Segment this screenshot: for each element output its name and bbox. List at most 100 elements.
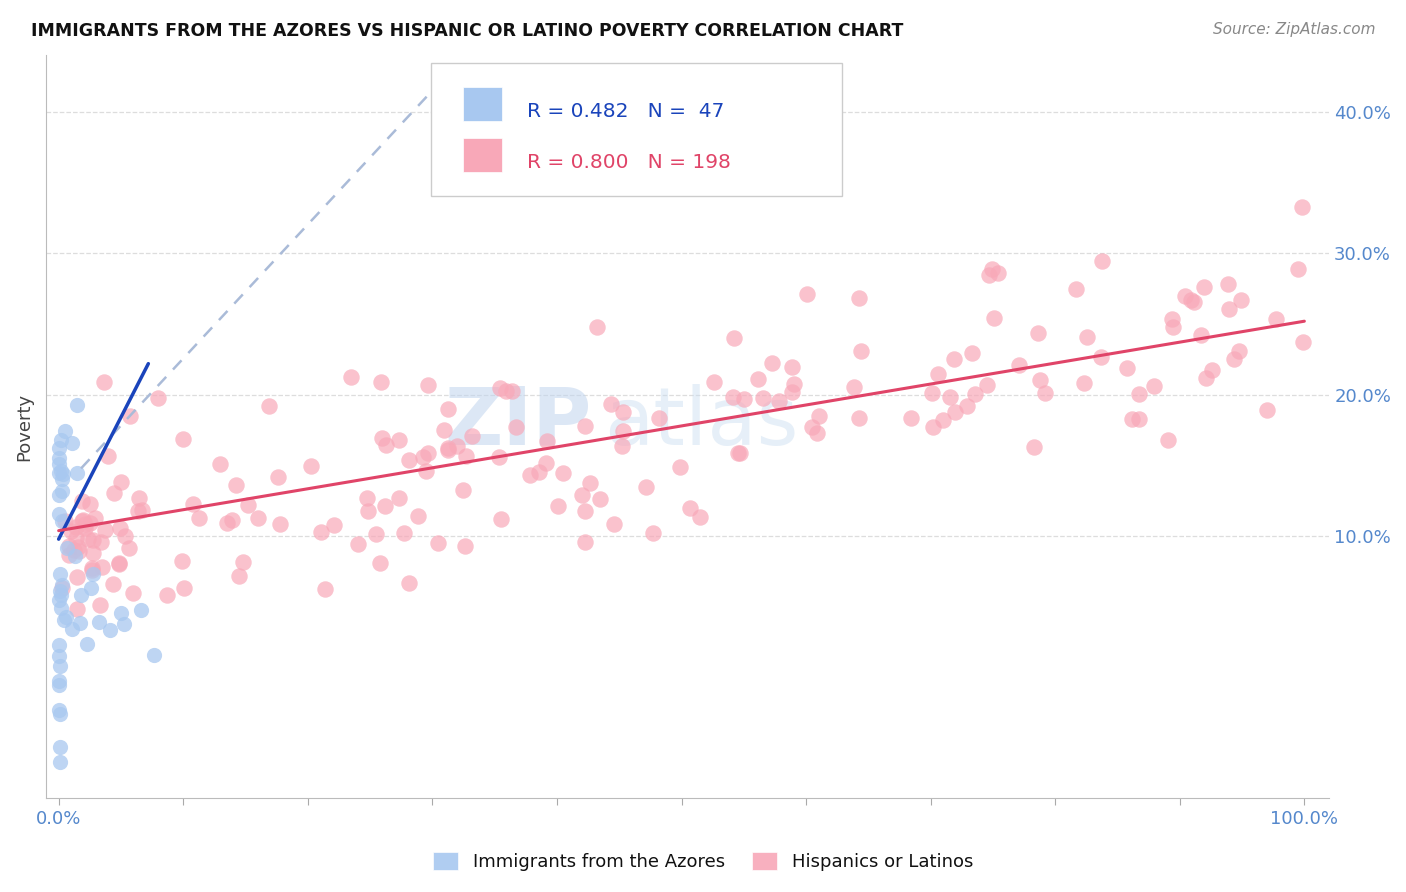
Point <box>1218 301 1240 316</box>
Point <box>1115 360 1137 375</box>
Point <box>72 493 94 508</box>
Point <box>110 475 132 490</box>
Point <box>398 576 420 591</box>
Point <box>599 397 621 411</box>
Point <box>62 622 84 636</box>
Point <box>848 410 870 425</box>
Point <box>728 445 751 459</box>
Point <box>60 436 83 450</box>
Point <box>108 556 131 570</box>
Point <box>723 330 745 344</box>
Point <box>66 602 89 616</box>
Point <box>1128 412 1150 426</box>
Point <box>1174 288 1197 302</box>
Point <box>1227 344 1250 359</box>
Point <box>187 511 209 525</box>
Point <box>415 464 437 478</box>
Point <box>983 311 1005 326</box>
Point <box>721 390 744 404</box>
Point <box>181 497 204 511</box>
Point <box>48 707 70 722</box>
Point <box>66 540 89 554</box>
Point <box>247 511 270 525</box>
Point <box>932 412 955 426</box>
Point <box>347 537 370 551</box>
Point <box>634 480 657 494</box>
Text: Source: ZipAtlas.com: Source: ZipAtlas.com <box>1212 22 1375 37</box>
Point <box>70 514 93 528</box>
Point <box>77 533 100 547</box>
Point <box>505 419 527 434</box>
Point <box>412 450 434 465</box>
Point <box>48 648 70 663</box>
Point <box>1201 363 1223 377</box>
Point <box>1028 326 1050 341</box>
Point <box>215 516 238 530</box>
Point <box>574 534 596 549</box>
Point <box>53 515 76 529</box>
Point <box>118 409 141 424</box>
Point <box>668 460 690 475</box>
Point <box>269 517 291 532</box>
Point <box>322 518 344 533</box>
Point <box>257 399 280 413</box>
Point <box>927 367 949 381</box>
Point <box>51 472 73 486</box>
Point <box>851 344 873 359</box>
Point <box>727 446 749 460</box>
Point <box>579 476 602 491</box>
Point <box>221 513 243 527</box>
Point <box>986 267 1008 281</box>
Point <box>76 637 98 651</box>
Point <box>980 262 1002 277</box>
Point <box>48 674 70 689</box>
Point <box>848 291 870 305</box>
Point <box>49 600 72 615</box>
Point <box>938 390 960 404</box>
Point <box>97 449 120 463</box>
Point <box>62 543 84 558</box>
Point <box>1256 402 1278 417</box>
Point <box>641 525 664 540</box>
Point <box>75 521 97 535</box>
Point <box>371 431 394 445</box>
Point <box>82 546 104 560</box>
Point <box>364 526 387 541</box>
Point <box>1291 334 1313 349</box>
Point <box>114 529 136 543</box>
Point <box>416 378 439 392</box>
Point <box>1143 378 1166 392</box>
Point <box>1291 200 1313 214</box>
Point <box>49 755 72 769</box>
Point <box>761 356 783 370</box>
Point <box>519 467 541 482</box>
Point <box>66 466 89 480</box>
Point <box>489 381 512 395</box>
Point <box>495 384 517 398</box>
Point <box>172 432 194 446</box>
Point <box>454 540 477 554</box>
Point <box>108 521 131 535</box>
Point <box>747 372 769 386</box>
Point <box>678 500 700 515</box>
Point <box>1157 433 1180 447</box>
Point <box>128 491 150 506</box>
Point <box>1286 262 1309 277</box>
Point <box>806 425 828 440</box>
Point <box>437 402 460 417</box>
Point <box>83 510 105 524</box>
Point <box>800 420 823 434</box>
Point <box>426 536 449 550</box>
Point <box>375 438 398 452</box>
Point <box>51 433 73 447</box>
Point <box>58 539 80 553</box>
Point <box>48 566 70 581</box>
Point <box>1180 293 1202 307</box>
Point <box>960 346 983 360</box>
Point <box>461 429 484 443</box>
Point <box>51 581 73 595</box>
Point <box>142 648 165 663</box>
Point <box>808 409 831 424</box>
Point <box>66 570 89 584</box>
Point <box>547 500 569 514</box>
